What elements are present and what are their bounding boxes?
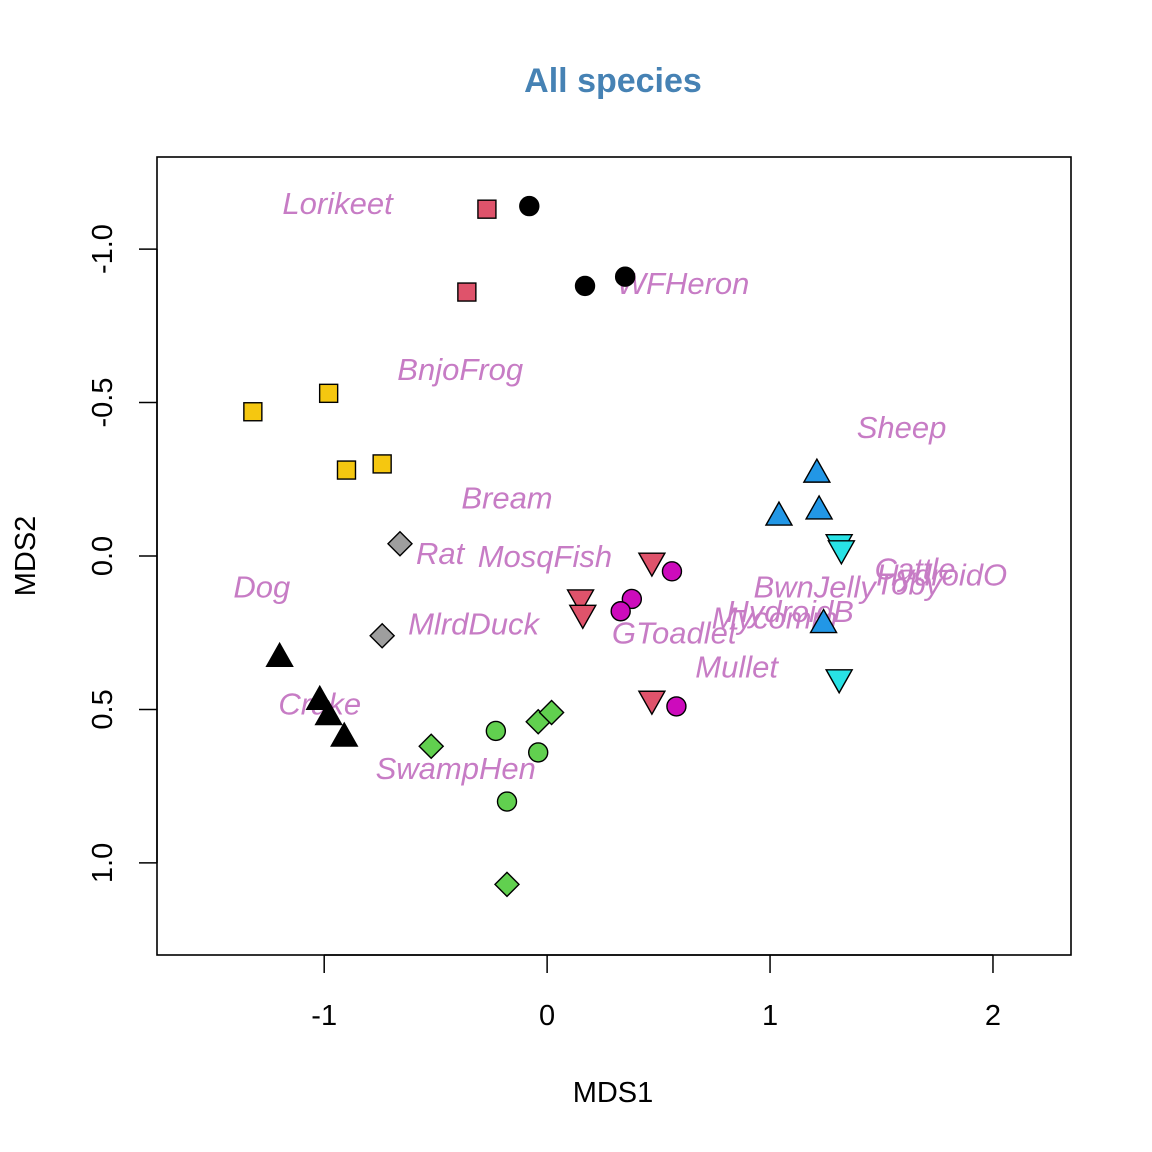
y-tick-label: -0.5 <box>87 378 119 428</box>
y-axis: -1.0 -0.5 0.0 0.5 1.0 <box>87 224 158 883</box>
data-point-circle <box>485 720 507 742</box>
data-point-diamond <box>418 733 445 760</box>
y-axis-title: MDS2 <box>10 516 42 597</box>
data-point-triangle-up <box>330 721 359 747</box>
data-point-triangle-down <box>568 604 597 630</box>
x-tick-label: -1 <box>311 1000 337 1032</box>
data-point-diamond <box>369 622 396 649</box>
y-tick-label: 0.5 <box>87 689 119 729</box>
species-label: MlrdDuck <box>408 607 540 642</box>
data-point-triangle-up <box>265 641 294 667</box>
x-axis: -1 0 1 2 <box>311 954 1001 1032</box>
species-label: BnjoFrog <box>397 352 523 387</box>
y-tick-label: -1.0 <box>87 224 119 274</box>
x-tick-label: 2 <box>985 1000 1001 1032</box>
data-point-triangle-up <box>804 494 834 520</box>
data-points <box>243 195 856 898</box>
y-tick-label: 1.0 <box>87 843 119 883</box>
species-label: GToadlet <box>612 616 738 651</box>
data-point-triangle-up <box>305 684 334 710</box>
data-point-diamond <box>494 871 520 898</box>
species-label: MosqFish <box>478 539 612 574</box>
chart-title: All species <box>524 62 702 100</box>
data-point-circle <box>528 742 549 763</box>
species-label: Toby <box>875 567 944 602</box>
species-label: Mullet <box>695 649 779 684</box>
data-point-triangle-up <box>764 500 794 526</box>
data-point-triangle-down <box>824 669 854 695</box>
x-axis-title: MDS1 <box>573 1077 654 1109</box>
data-point-diamond <box>387 530 413 557</box>
data-point-square <box>318 383 339 404</box>
species-label: SwampHen <box>376 751 536 786</box>
data-point-circle <box>496 791 518 812</box>
data-point-square <box>243 402 263 422</box>
species-label: Lorikeet <box>282 186 394 221</box>
data-point-circle <box>661 561 683 582</box>
x-tick-label: 1 <box>762 1000 778 1032</box>
species-label: Rat <box>416 536 466 571</box>
data-point-circle <box>666 696 687 717</box>
species-label: Bream <box>461 481 552 516</box>
species-label: HydroidB <box>726 594 854 629</box>
data-point-circle <box>614 266 636 287</box>
data-point-circle <box>574 275 596 297</box>
species-labels: Lorikeet WFHeron BnjoFrog Sheep Bream Rat Mosq… <box>233 186 1007 786</box>
species-label: HydroidO <box>876 557 1007 592</box>
data-point-circle <box>610 601 631 622</box>
species-label: Cattle <box>874 551 955 586</box>
species-label: Dog <box>233 570 290 605</box>
data-point-triangle-down <box>566 589 595 615</box>
data-point-square <box>336 460 357 480</box>
data-point-diamond <box>538 699 565 726</box>
data-point-triangle-down <box>637 690 667 716</box>
data-point-square <box>372 454 392 474</box>
data-point-triangle-up <box>802 457 832 483</box>
data-point-triangle-up <box>809 608 838 634</box>
data-point-square <box>477 199 497 219</box>
x-tick-label: 0 <box>539 1000 555 1032</box>
species-label: WFHeron <box>617 266 750 301</box>
species-label: Sheep <box>857 410 947 445</box>
data-point-circle <box>519 195 540 217</box>
species-label: BwnJelly <box>753 570 878 605</box>
data-point-square <box>457 282 477 302</box>
data-point-triangle-down <box>637 552 667 578</box>
data-point-triangle-down <box>827 540 856 566</box>
data-point-triangle-up <box>314 700 343 726</box>
y-tick-label: 0.0 <box>87 536 119 576</box>
